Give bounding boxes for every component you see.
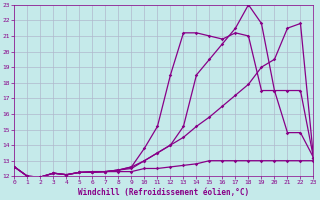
X-axis label: Windchill (Refroidissement éolien,°C): Windchill (Refroidissement éolien,°C) bbox=[78, 188, 250, 197]
